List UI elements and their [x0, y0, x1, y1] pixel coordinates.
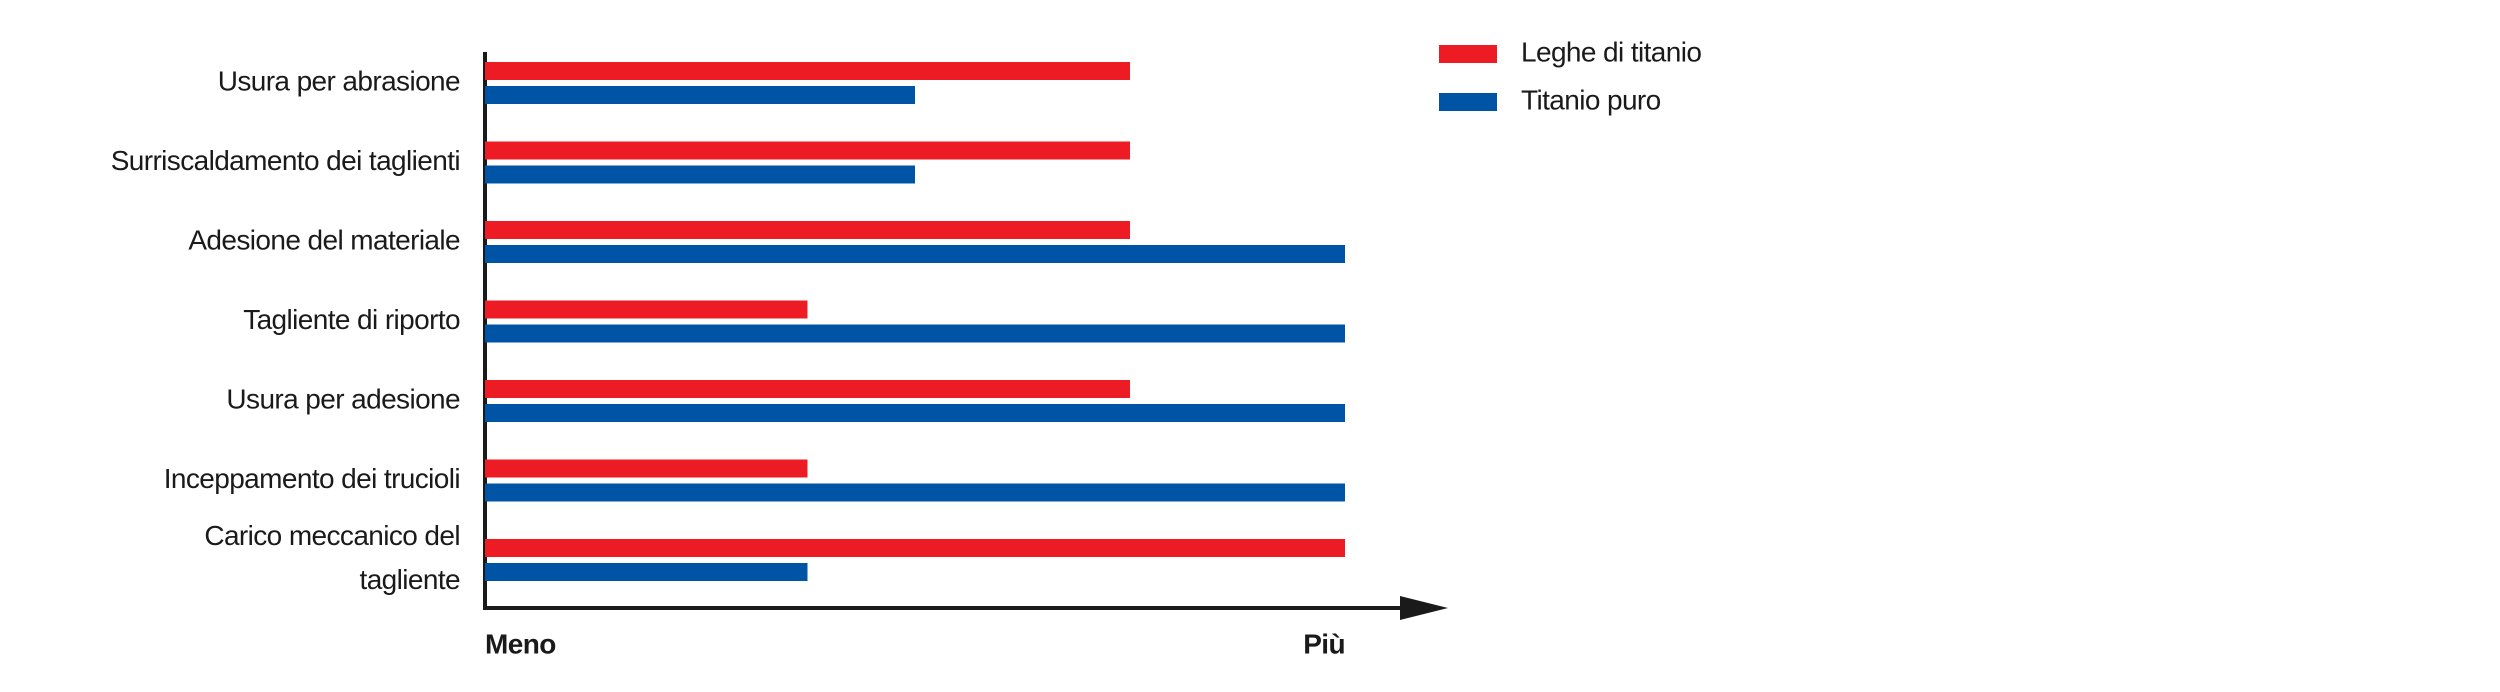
y-tick-label: Adesione del materiale — [188, 224, 460, 255]
legend-label: Titanio puro — [1521, 84, 1661, 115]
bar — [485, 539, 1345, 557]
y-tick-label: Surriscaldamento dei taglienti — [111, 145, 460, 176]
bar — [485, 245, 1345, 263]
bar — [485, 86, 915, 104]
y-tick-label: Usura per adesione — [226, 383, 460, 414]
bar — [485, 404, 1345, 422]
y-tick-label: Inceppamento dei trucioli — [164, 463, 460, 494]
y-tick-label: Tagliente di riporto — [243, 304, 460, 335]
bar — [485, 141, 1130, 160]
y-tick-label: Usura per abrasione — [218, 65, 460, 96]
bar — [485, 165, 915, 184]
legend-swatch — [1439, 45, 1497, 63]
bar — [485, 380, 1130, 398]
bar — [485, 563, 808, 581]
x-tick-label: Meno — [485, 628, 556, 659]
y-tick-label: Carico meccanico del tagliente — [204, 520, 460, 595]
bar — [485, 300, 808, 319]
legend-swatch — [1439, 93, 1497, 111]
bar — [485, 62, 1130, 80]
bar — [485, 324, 1345, 343]
legend-label: Leghe di titanio — [1521, 36, 1701, 67]
x-tick-label: Più — [1303, 628, 1345, 659]
bar — [485, 221, 1130, 239]
bar — [485, 459, 808, 478]
bar — [485, 483, 1345, 502]
axis-arrow — [1400, 596, 1448, 620]
